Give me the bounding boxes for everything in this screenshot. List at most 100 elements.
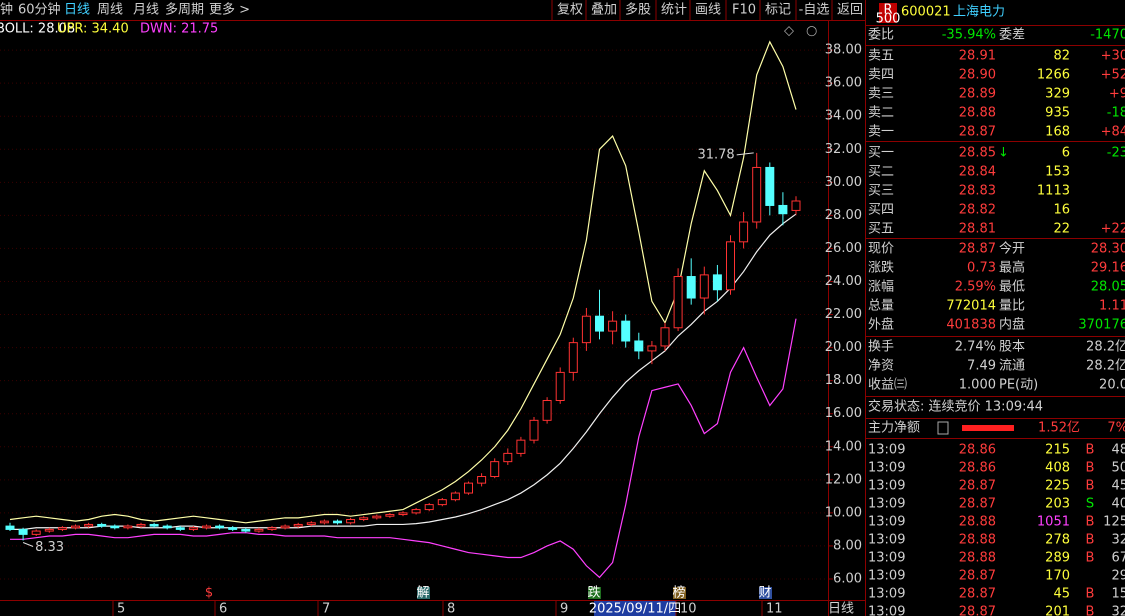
- candle-body: [450, 492, 460, 501]
- book-label: 卖五: [868, 49, 894, 64]
- flow-label: 主力净额: [868, 421, 920, 436]
- event-marker[interactable]: 榜: [672, 585, 685, 601]
- trade-side: S: [1086, 497, 1094, 512]
- toolbar-button[interactable]: -自选: [799, 3, 830, 18]
- flow-icon: [937, 421, 949, 435]
- y-tick-label: 12.00: [825, 472, 862, 487]
- toolbar-button[interactable]: 多股: [625, 2, 651, 18]
- trade-count: 32: [1111, 533, 1125, 548]
- toolbar-tab[interactable]: 多周期: [165, 2, 204, 18]
- trade-side: B: [1086, 461, 1095, 476]
- trade-count: 45: [1111, 479, 1125, 494]
- book-label: 卖三: [868, 87, 894, 102]
- diamond-icon: ◇: [784, 24, 794, 39]
- book-price: 28.88: [959, 106, 996, 121]
- toolbar-tab[interactable]: 更多 >: [209, 2, 250, 18]
- toolbar-tab[interactable]: 月线: [133, 3, 159, 18]
- close-icon: ○: [806, 24, 817, 39]
- candle-body: [555, 371, 565, 401]
- y-tick-label: 16.00: [825, 406, 862, 421]
- candle-body: [71, 525, 80, 529]
- toolbar-button[interactable]: 标记: [765, 3, 791, 18]
- book-change: +52: [1101, 68, 1125, 83]
- book-label: 买三: [868, 184, 894, 199]
- stat-cell: 2.59%: [955, 280, 996, 295]
- stat-cell: 28.2亿: [1086, 359, 1125, 374]
- book-label: 买一: [868, 146, 894, 161]
- event-marker[interactable]: 跌: [587, 585, 600, 601]
- toolbar-button[interactable]: 叠加: [591, 3, 617, 18]
- toolbar-tab[interactable]: 日线: [64, 3, 90, 18]
- badge-text: 500: [876, 12, 901, 27]
- y-tick-label: 24.00: [825, 274, 862, 289]
- ratio-cell: -35.94%: [942, 28, 996, 43]
- stat-cell: 401838: [946, 318, 996, 333]
- stat-cell: PE(动): [999, 378, 1038, 393]
- book-label: 卖四: [868, 68, 894, 83]
- event-marker[interactable]: 解: [416, 586, 429, 601]
- toolbar-button[interactable]: 画线: [695, 3, 721, 18]
- book-volume: 16: [1053, 203, 1070, 218]
- trade-time: 13:09: [868, 515, 905, 530]
- book-volume: 935: [1045, 106, 1070, 121]
- toolbar-button[interactable]: F10: [732, 3, 756, 18]
- trade-time: 13:09: [868, 497, 905, 512]
- stat-cell: 股本: [999, 340, 1025, 355]
- candle-body: [542, 399, 552, 421]
- trade-time: 13:09: [868, 587, 905, 602]
- trade-volume: 1051: [1037, 515, 1070, 530]
- toolbar-button[interactable]: 返回: [837, 3, 863, 18]
- trade-count: 40: [1111, 497, 1125, 512]
- trade-side: B: [1086, 533, 1095, 548]
- stat-cell: 现价: [868, 242, 894, 257]
- candle-body: [647, 345, 657, 352]
- cursor-date: 2025/09/11/四: [589, 602, 681, 616]
- flow-bar: [962, 425, 1014, 431]
- trade-time: 13:09: [868, 569, 905, 584]
- candle-body: [241, 528, 251, 532]
- toolbar-button[interactable]: 复权: [557, 2, 583, 18]
- candle-body: [306, 522, 316, 525]
- candle-body: [280, 525, 290, 529]
- y-tick-label: 30.00: [825, 175, 862, 190]
- toolbar-tab[interactable]: 钟: [0, 2, 13, 18]
- stat-cell: 1.11: [1099, 299, 1125, 314]
- trade-side: B: [1086, 515, 1095, 530]
- y-tick-label: 14.00: [825, 439, 862, 454]
- candle-body: [424, 504, 434, 511]
- stock-code: 600021: [901, 5, 951, 20]
- y-tick-label: 36.00: [825, 76, 862, 91]
- candle-body: [346, 518, 356, 524]
- candle-body: [319, 520, 329, 524]
- book-volume: 153: [1045, 165, 1070, 180]
- candle-body: [712, 274, 722, 291]
- book-change: -18: [1107, 106, 1125, 121]
- book-label: 买二: [868, 165, 894, 180]
- trade-price: 28.88: [959, 515, 996, 530]
- candle-body: [136, 523, 146, 527]
- stat-cell: 1.000: [959, 378, 996, 393]
- candle-body: [516, 439, 526, 454]
- trade-count: 29: [1111, 569, 1125, 584]
- candle-body: [123, 525, 133, 529]
- trade-price: 28.87: [959, 479, 996, 494]
- event-marker-bg: [417, 587, 430, 599]
- toolbar-tab[interactable]: 60分钟: [18, 2, 61, 18]
- toolbar-tab[interactable]: 周线: [97, 3, 123, 18]
- event-marker[interactable]: $: [205, 586, 213, 601]
- x-tick-label: 5: [117, 602, 125, 616]
- event-marker[interactable]: 财: [758, 586, 771, 601]
- book-change: +30: [1101, 49, 1125, 64]
- trade-volume: 225: [1045, 479, 1070, 494]
- trade-count: 48: [1111, 443, 1125, 458]
- trade-volume: 45: [1053, 587, 1070, 602]
- x-tick-label: 9: [560, 602, 568, 616]
- candle-body: [254, 528, 264, 532]
- period-label: 日线: [828, 602, 854, 616]
- low-annotation: 8.33: [35, 540, 64, 555]
- candle-body: [490, 461, 500, 478]
- stat-cell: 0.73: [967, 261, 996, 276]
- toolbar-button[interactable]: 统计: [661, 3, 687, 18]
- candle-body: [477, 476, 487, 484]
